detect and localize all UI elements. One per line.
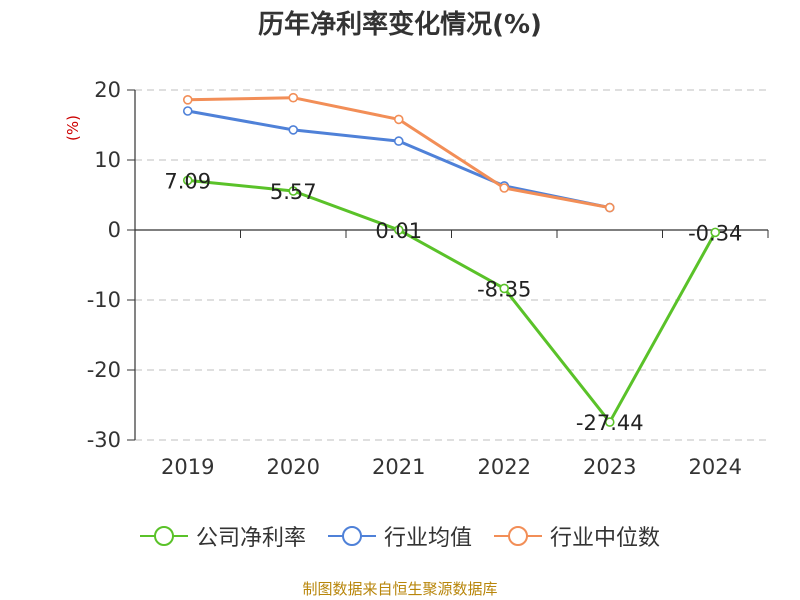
legend-item[interactable]: 行业中位数 xyxy=(494,520,660,552)
data-point xyxy=(288,125,299,135)
legend-item[interactable]: 行业均值 xyxy=(327,520,472,552)
y-tick-label: -20 xyxy=(87,358,121,382)
x-tick-label: 2022 xyxy=(478,455,531,479)
legend: 公司净利率 行业均值 行业中位数 xyxy=(0,520,800,552)
axes: -30 -20 -10 0 10 20 (%) 2019 2020 2021 2022 2023 202… xyxy=(64,78,769,479)
y-tick-label: 20 xyxy=(94,78,121,102)
x-tick-label: 2024 xyxy=(689,455,742,479)
data-labels: 7.09 5.57 0.01 -8.35 -27.44 -0.34 xyxy=(164,169,742,435)
y-tick-label: -30 xyxy=(87,428,121,452)
y-tick-label: -10 xyxy=(87,288,121,312)
data-point xyxy=(499,283,510,294)
y-tick-label: 10 xyxy=(94,148,121,172)
series-line xyxy=(187,178,717,424)
data-point xyxy=(393,114,404,125)
x-tick-label: 2021 xyxy=(372,455,425,479)
legend-item[interactable]: 公司净利率 xyxy=(139,520,306,552)
data-point xyxy=(182,95,193,105)
data-point xyxy=(182,175,193,186)
series-lines xyxy=(182,92,721,427)
series-line xyxy=(187,96,611,210)
legend-label: 行业中位数 xyxy=(550,526,661,551)
x-tick-label: 2023 xyxy=(583,455,636,479)
legend-swatch-icon xyxy=(327,524,376,548)
y-axis-label: (%) xyxy=(64,115,82,141)
y-tick-label: 0 xyxy=(108,218,121,242)
grid-lines xyxy=(135,89,768,441)
series-line xyxy=(187,109,611,210)
data-point xyxy=(288,92,299,103)
data-point xyxy=(182,106,193,116)
source-note: 制图数据来自恒生聚源数据库 xyxy=(302,580,498,598)
data-label: -8.35 xyxy=(477,277,531,301)
data-point xyxy=(288,186,299,196)
data-point xyxy=(604,202,615,213)
x-tick-label: 2020 xyxy=(267,455,320,479)
data-point xyxy=(393,225,404,235)
data-label: 0.01 xyxy=(375,219,422,243)
data-label: 5.57 xyxy=(270,180,317,204)
chart-title: 历年净利率变化情况(%) xyxy=(258,10,542,40)
data-point xyxy=(710,227,721,238)
data-label: 7.09 xyxy=(164,169,211,193)
data-point xyxy=(499,183,510,193)
data-point xyxy=(393,136,404,146)
data-label: -27.44 xyxy=(576,411,644,435)
legend-swatch-icon xyxy=(494,524,542,548)
data-label: -0.34 xyxy=(688,221,742,245)
data-point xyxy=(604,417,615,427)
legend-swatch-icon xyxy=(139,524,188,548)
x-tick-label: 2019 xyxy=(161,455,214,479)
legend-label: 行业均值 xyxy=(383,526,472,551)
legend-label: 公司净利率 xyxy=(195,526,306,551)
